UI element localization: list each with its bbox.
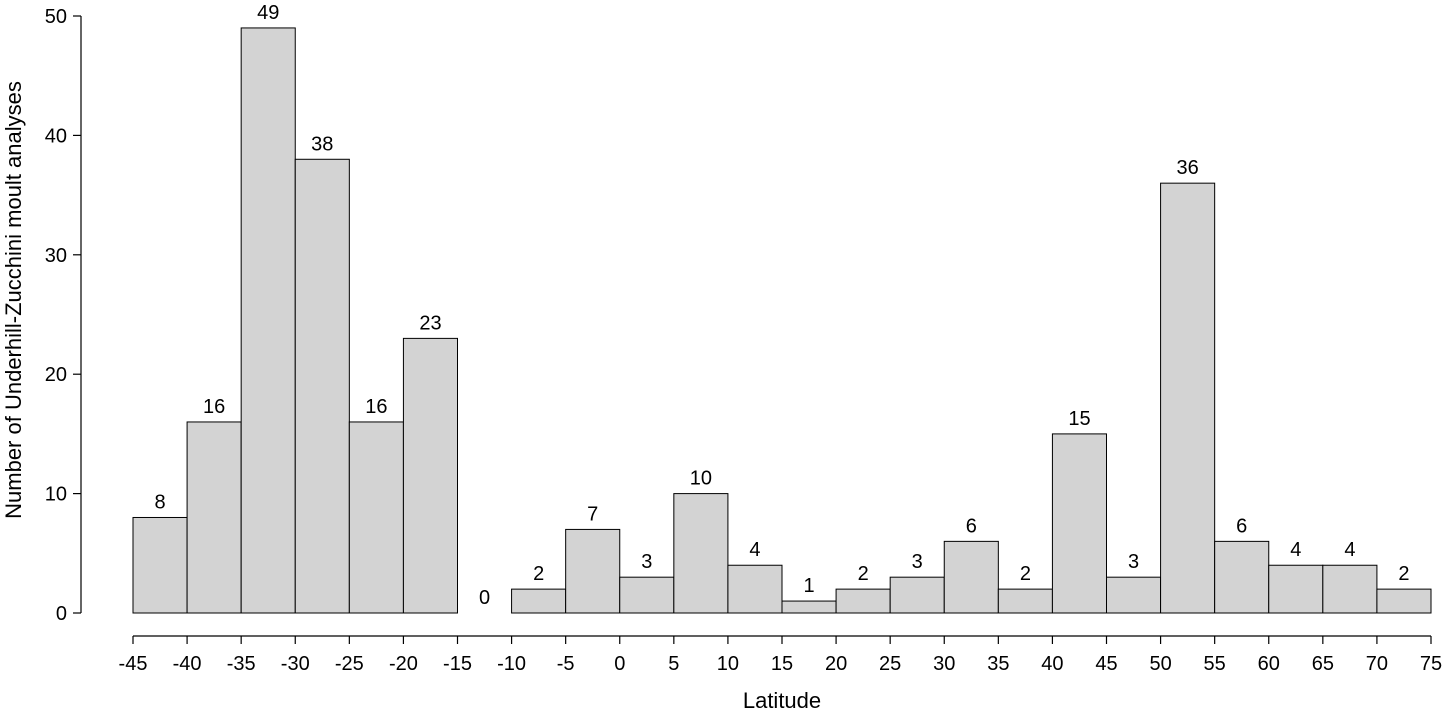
x-axis-tick-label: 0 xyxy=(614,653,625,675)
histogram-bar xyxy=(565,528,621,614)
x-axis-tick-label: 60 xyxy=(1258,653,1280,675)
bar-data-label: 2 xyxy=(1398,563,1409,585)
bar-data-label: 23 xyxy=(419,312,441,334)
bar-data-label: 6 xyxy=(1236,515,1247,537)
bar-data-label: 7 xyxy=(587,503,598,525)
x-axis-tick-label: 30 xyxy=(933,653,955,675)
histogram-bar xyxy=(727,564,783,614)
histogram-bar xyxy=(1376,588,1432,614)
bar-data-label: 36 xyxy=(1177,157,1199,179)
bar-data-label: 4 xyxy=(1290,539,1301,561)
x-axis-tick-label: 50 xyxy=(1149,653,1171,675)
histogram-bar xyxy=(402,337,458,614)
bar-data-label: 16 xyxy=(365,396,387,418)
bar-data-label: 2 xyxy=(1020,563,1031,585)
x-axis: -45 -40 -35 -30 -25 -20 -15 -10 -5 0 5 10 15 20 25 30 35… xyxy=(119,635,1442,675)
bar-data-label: 3 xyxy=(641,551,652,573)
x-axis-tick-label: -25 xyxy=(335,653,364,675)
histogram-bar xyxy=(835,588,891,614)
histogram-bar xyxy=(619,576,675,614)
histogram-bar xyxy=(1106,576,1162,614)
bar-data-label: 49 xyxy=(257,2,279,24)
x-ticks-layer: -45 -40 -35 -30 -25 -20 -15 -10 -5 0 5 10 15 20 25 30 35… xyxy=(119,636,1442,675)
x-axis-tick-label: 70 xyxy=(1366,653,1388,675)
bars-layer xyxy=(132,27,1432,614)
x-axis-tick-label: 45 xyxy=(1095,653,1117,675)
x-axis-tick-label: 55 xyxy=(1204,653,1226,675)
bar-data-label: 2 xyxy=(858,563,869,585)
x-axis-tick-label: -40 xyxy=(173,653,202,675)
bar-data-label: 3 xyxy=(1128,551,1139,573)
y-axis: 0 10 20 30 40 50 xyxy=(45,6,82,625)
bar-data-label: 1 xyxy=(803,575,814,597)
histogram-bar xyxy=(348,421,404,614)
histogram-bar xyxy=(997,588,1053,614)
histogram-bar xyxy=(511,588,567,614)
x-axis-tick-label: 35 xyxy=(987,653,1009,675)
bar-data-label: 6 xyxy=(966,515,977,537)
bar-data-label: 0 xyxy=(479,587,490,609)
bar-data-label: 10 xyxy=(690,468,712,490)
bar-data-label: 38 xyxy=(311,133,333,155)
bar-data-label: 4 xyxy=(749,539,760,561)
histogram-bar xyxy=(1160,182,1216,614)
y-ticks-layer: 0 10 20 30 40 50 xyxy=(45,6,81,625)
histogram-bar xyxy=(132,516,188,614)
x-axis-tick-label: -45 xyxy=(119,653,148,675)
y-axis-tick-label: 10 xyxy=(45,484,67,506)
x-axis-tick-label: -20 xyxy=(389,653,418,675)
histogram-bar xyxy=(294,158,350,614)
histogram-bar xyxy=(186,421,242,614)
y-axis-label: Number of Underhill-Zucchini moult analy… xyxy=(1,81,26,519)
bar-data-label: 8 xyxy=(154,491,165,513)
y-axis-tick-label: 20 xyxy=(45,364,67,386)
y-axis-tick-label: 30 xyxy=(45,245,67,267)
histogram-bar xyxy=(240,27,296,614)
histogram-bar xyxy=(1214,540,1270,614)
bar-data-label: 2 xyxy=(533,563,544,585)
y-axis-tick-label: 40 xyxy=(45,125,67,147)
x-axis-tick-label: 10 xyxy=(717,653,739,675)
bar-data-label: 15 xyxy=(1068,408,1090,430)
histogram-bar xyxy=(673,493,729,614)
x-axis-tick-label: 25 xyxy=(879,653,901,675)
x-axis-tick-label: -15 xyxy=(443,653,472,675)
x-axis-tick-label: -5 xyxy=(557,653,575,675)
bar-data-label: 3 xyxy=(912,551,923,573)
x-axis-tick-label: -30 xyxy=(281,653,310,675)
x-axis-tick-label: 5 xyxy=(668,653,679,675)
histogram-bar xyxy=(889,576,945,614)
x-axis-tick-label: 75 xyxy=(1420,653,1442,675)
x-axis-tick-label: 20 xyxy=(825,653,847,675)
bar-data-label: 4 xyxy=(1344,539,1355,561)
x-axis-label: Latitude xyxy=(743,688,821,710)
histogram-bar xyxy=(1322,564,1378,614)
x-axis-tick-label: 65 xyxy=(1312,653,1334,675)
x-axis-tick-label: 40 xyxy=(1041,653,1063,675)
bar-data-label: 16 xyxy=(203,396,225,418)
histogram-bar xyxy=(1268,564,1324,614)
y-axis-tick-label: 50 xyxy=(45,6,67,28)
histogram-bar xyxy=(781,600,837,614)
x-axis-tick-label: -10 xyxy=(497,653,526,675)
histogram-bar xyxy=(943,540,999,614)
histogram-bar xyxy=(1051,433,1107,614)
x-axis-tick-label: -35 xyxy=(227,653,256,675)
x-axis-tick-label: 15 xyxy=(771,653,793,675)
y-axis-tick-label: 0 xyxy=(56,603,67,625)
